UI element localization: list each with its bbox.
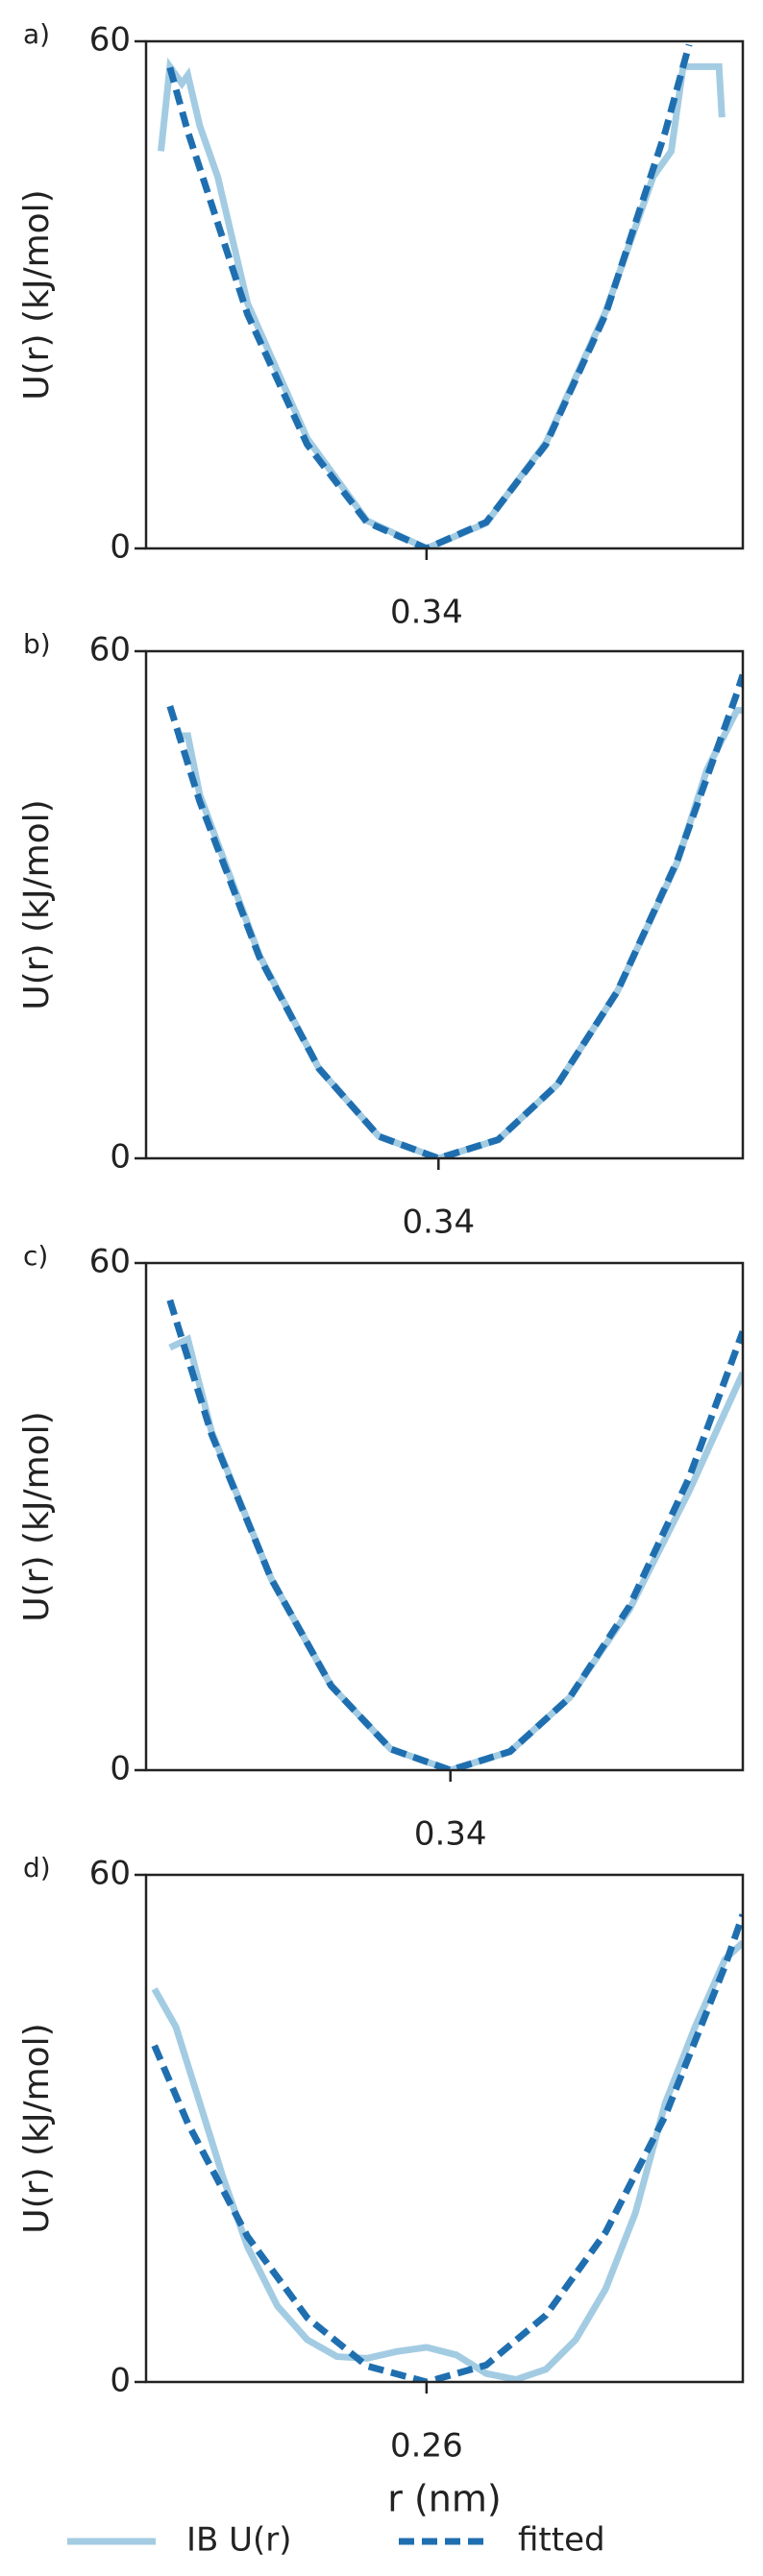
panel-label: a) xyxy=(23,18,50,50)
plot-frame xyxy=(144,649,745,1160)
y-tick-label: 0 xyxy=(110,528,131,567)
plot-frame xyxy=(144,1261,745,1772)
y-tick-label: 60 xyxy=(89,631,131,669)
legend-label: fitted xyxy=(518,2521,605,2560)
legend-label: IB U(r) xyxy=(186,2521,292,2560)
data-line xyxy=(166,43,693,548)
x-tick-label: 0.26 xyxy=(390,2427,463,2466)
panel-label: c) xyxy=(23,1240,48,1272)
data-line xyxy=(158,57,726,548)
y-tick-label: 60 xyxy=(89,1243,131,1281)
y-tick-label: 60 xyxy=(89,21,131,60)
y-tick-label: 0 xyxy=(110,1750,131,1788)
y-axis-label: U(r) (kJ/mol) xyxy=(17,189,57,400)
data-line xyxy=(151,1913,743,2382)
y-axis-label: U(r) (kJ/mol) xyxy=(17,1411,57,1621)
panel-label: d) xyxy=(23,1852,51,1883)
data-line xyxy=(151,1939,743,2382)
y-axis-label: U(r) (kJ/mol) xyxy=(17,2023,57,2233)
data-line xyxy=(176,707,743,1158)
y-axis-label: U(r) (kJ/mol) xyxy=(17,799,57,1009)
y-tick-label: 0 xyxy=(110,2362,131,2400)
data-line xyxy=(166,673,743,1158)
x-axis-label: r (nm) xyxy=(387,2478,501,2520)
y-tick-label: 0 xyxy=(110,1138,131,1177)
x-tick-label: 0.34 xyxy=(390,594,463,632)
x-tick-label: 0.34 xyxy=(414,1815,487,1854)
x-tick-label: 0.34 xyxy=(402,1203,475,1242)
plot-frame xyxy=(144,1873,745,2384)
plot-frame xyxy=(144,39,745,550)
y-tick-label: 60 xyxy=(89,1855,131,1893)
data-line xyxy=(166,1299,743,1770)
panel-label: b) xyxy=(23,628,51,660)
